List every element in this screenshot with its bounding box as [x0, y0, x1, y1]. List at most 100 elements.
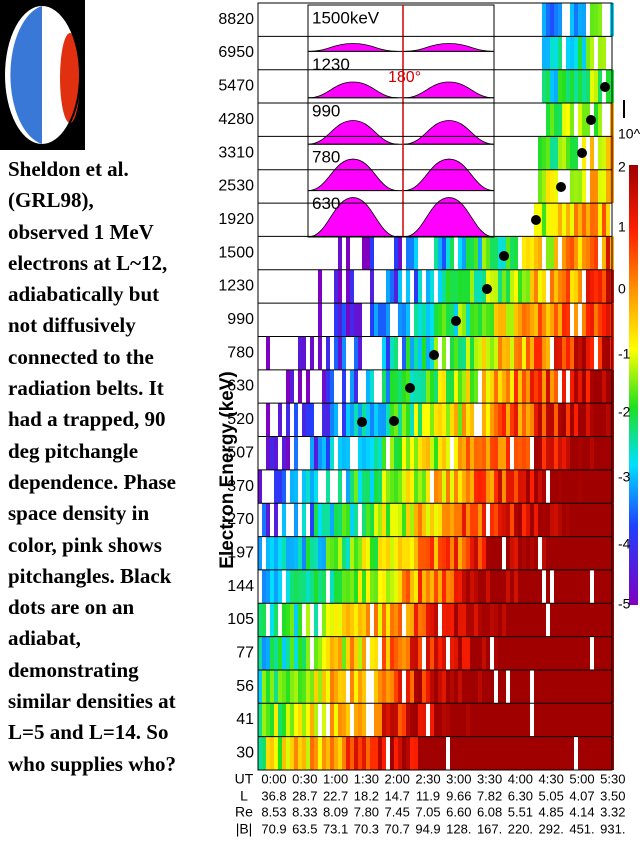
spectrogram-cell	[346, 569, 350, 604]
spectrogram-cell	[530, 236, 534, 270]
spectrogram-cell	[306, 736, 310, 770]
spectrogram-cell	[430, 736, 434, 770]
spectrogram-cell	[270, 636, 274, 670]
spectrogram-cell	[578, 169, 582, 204]
spectrogram-cell	[342, 636, 346, 670]
spectrogram-cell	[598, 636, 602, 670]
spectrogram-cell	[598, 536, 602, 570]
spectrogram-cell	[454, 436, 458, 470]
spectrogram-cell	[326, 503, 330, 537]
spectrogram-cell	[386, 536, 390, 570]
spectrogram-cell	[290, 569, 294, 604]
spectrogram-cell	[430, 303, 434, 337]
energy-label: 1920	[218, 211, 254, 228]
spectrogram-cell	[482, 703, 486, 737]
spectrogram-cell	[402, 536, 406, 570]
spectrogram-cell	[286, 669, 290, 704]
ephemeris-value: 6.60	[446, 804, 471, 819]
spectrogram-cell	[262, 669, 266, 704]
spectrogram-cell	[314, 503, 318, 537]
spectrogram-cell	[570, 69, 574, 104]
spectrogram-cell	[594, 436, 598, 470]
spectrogram-cell	[402, 436, 406, 470]
spectrogram-cell	[458, 469, 462, 504]
spectrogram-cell	[470, 703, 474, 737]
spectrogram-cell	[498, 736, 502, 770]
spectrogram-cell	[266, 536, 270, 570]
spectrogram-cell	[362, 436, 366, 470]
adiabat-dot	[389, 416, 399, 426]
spectrogram-cell	[526, 569, 530, 604]
spectrogram-cell	[562, 403, 566, 437]
spectrogram-cell	[406, 436, 410, 470]
spectrogram-cell	[418, 636, 422, 670]
spectrogram-cell	[558, 503, 562, 537]
spectrogram-cell	[410, 469, 414, 504]
spectrogram-cell	[450, 269, 454, 304]
spectrogram-cell	[386, 703, 390, 737]
spectrogram-cell	[562, 236, 566, 270]
spectrogram-cell	[550, 503, 554, 537]
energy-label: 270	[227, 511, 254, 528]
spectrogram-cell	[458, 603, 462, 637]
energy-label: 5470	[218, 78, 254, 95]
spectrogram-cell	[542, 369, 546, 404]
energy-label: 105	[227, 611, 254, 628]
spectrogram-cell	[502, 303, 506, 337]
spectrogram-cell	[498, 436, 502, 470]
spectrogram-cell	[498, 669, 502, 704]
spectrogram-cell	[546, 369, 550, 404]
spectrogram-cell	[542, 3, 546, 37]
spectrogram-cell	[538, 269, 542, 304]
spectrogram-cell	[574, 536, 578, 570]
spectrogram-cell	[522, 303, 526, 337]
spectrogram-cell	[270, 536, 274, 570]
spectrogram-cell	[450, 636, 454, 670]
spectrogram-cell	[538, 669, 542, 704]
spectrogram-cell	[570, 669, 574, 704]
spectrogram-cell	[406, 269, 410, 304]
spectrogram-cell	[322, 736, 326, 770]
spectrogram-cell	[590, 336, 594, 370]
spectrogram-cell	[298, 603, 302, 637]
ephemeris-value: 1:00	[323, 771, 348, 786]
spectrogram-cell	[426, 403, 430, 437]
spectrogram-cell	[430, 269, 434, 304]
spectrogram-cell	[382, 503, 386, 537]
ephemeris-value: 4:00	[508, 771, 533, 786]
spectrogram-cell	[434, 703, 438, 737]
spectrogram-cell	[526, 736, 530, 770]
spectrogram-cell	[598, 203, 602, 237]
spectrogram-cell	[330, 403, 334, 437]
spectrogram-cell	[482, 669, 486, 704]
spectrogram-cell	[542, 169, 546, 204]
spectrogram-cell	[514, 636, 518, 670]
spectrogram-cell	[494, 569, 498, 604]
spectrogram-cell	[374, 403, 378, 437]
spectrogram-cell	[366, 503, 370, 537]
spectrogram-cell	[426, 636, 430, 670]
spectrogram-cell	[550, 36, 554, 70]
spectrogram-cell	[570, 3, 574, 37]
spectrogram-cell	[386, 336, 390, 370]
spectrogram-cell	[274, 536, 278, 570]
spectrogram-cell	[386, 603, 390, 637]
spectrogram-cell	[446, 703, 450, 737]
spectrogram-cell	[522, 636, 526, 670]
spectrogram-cell	[542, 336, 546, 370]
spectrogram-cell	[494, 236, 498, 270]
spectrogram-cell	[602, 369, 606, 404]
spectrogram-cell	[354, 303, 358, 337]
spectrogram-cell	[446, 503, 450, 537]
spectrogram-cell	[478, 469, 482, 504]
description-line: adiabat,	[8, 626, 81, 651]
spectrogram-cell	[522, 469, 526, 504]
spectrogram-cell	[514, 669, 518, 704]
spectrogram-cell	[394, 569, 398, 604]
spectrogram-cell	[518, 636, 522, 670]
energy-label: 56	[236, 678, 254, 695]
spectrogram-cell	[378, 536, 382, 570]
spectrogram-cell	[438, 369, 442, 404]
spectrogram-cell	[354, 503, 358, 537]
spectrogram-cell	[542, 203, 546, 237]
